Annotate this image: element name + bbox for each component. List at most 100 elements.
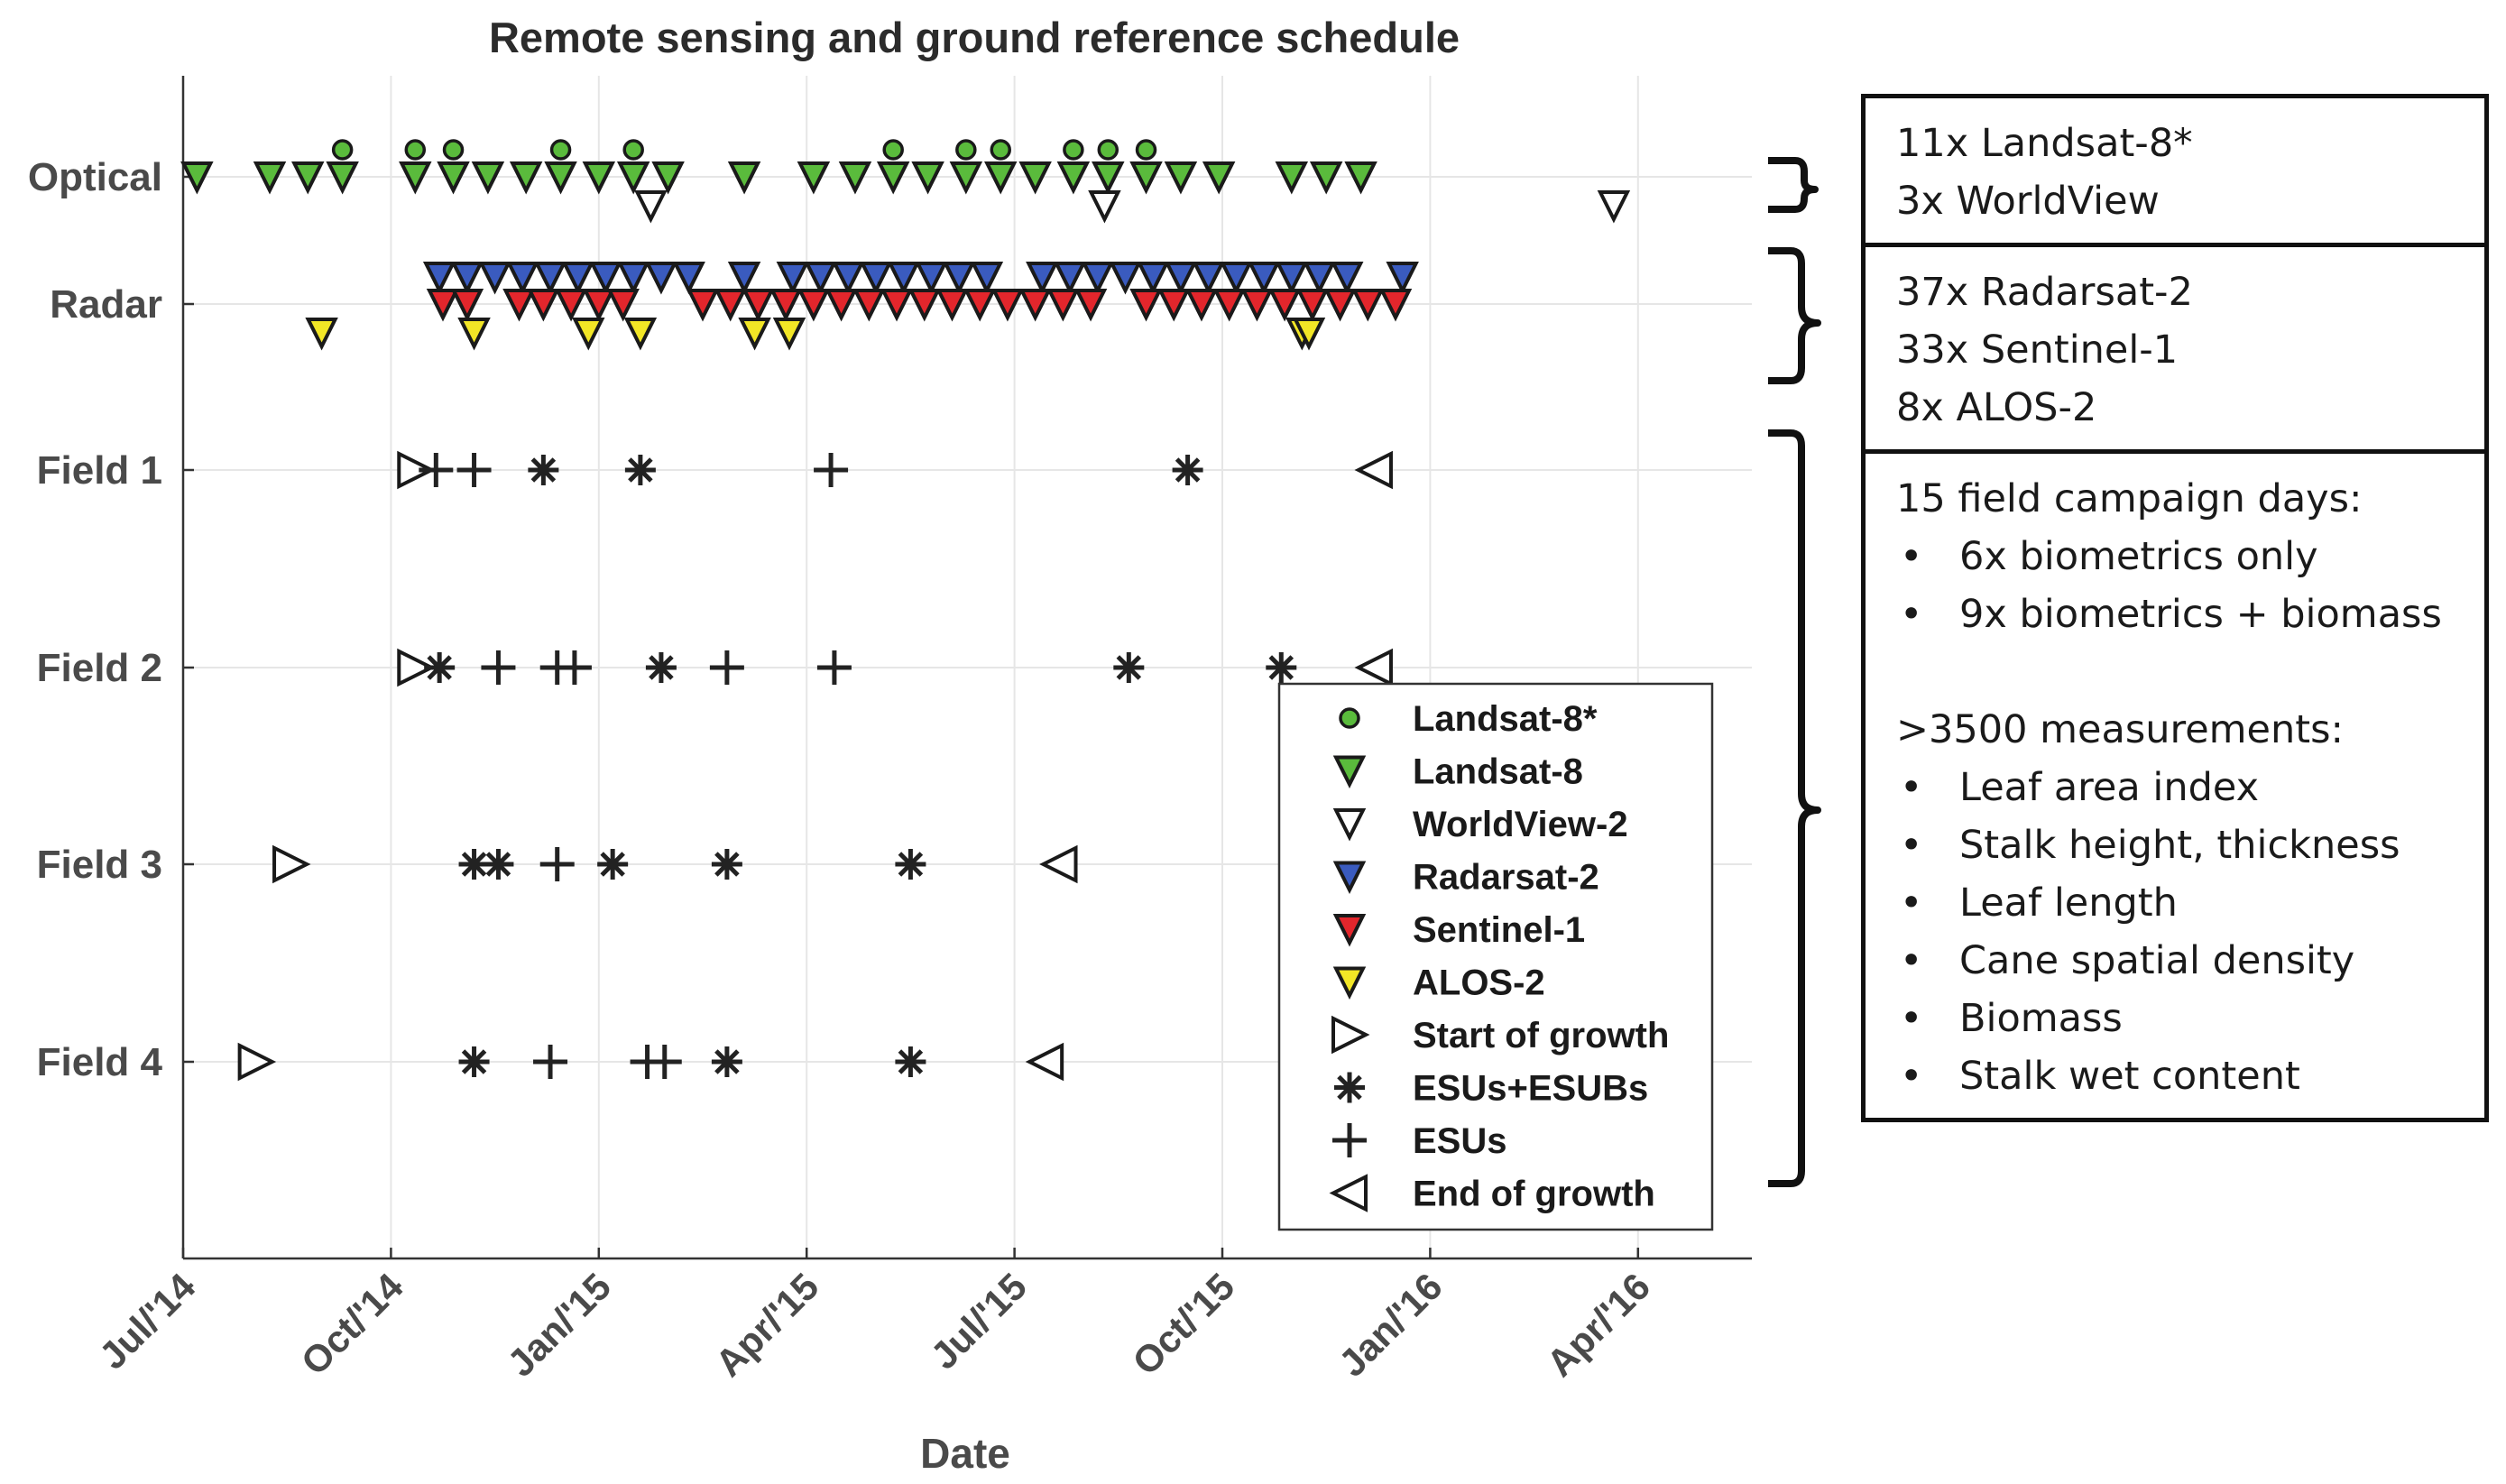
radarsat-2-marker xyxy=(1331,262,1364,295)
x-tick-labels: Jul/'14 Oct/'14 Jan/'15 Apr/'15 Jul/'15 Oct/'… xyxy=(91,1265,1658,1385)
measurement-item: Leaf area index xyxy=(1896,759,2454,816)
sentinel-1-marker xyxy=(742,289,775,322)
sentinel-1-marker xyxy=(1046,289,1080,322)
esus-esubs-marker xyxy=(458,1046,490,1077)
landsat-8-marker xyxy=(1135,139,1157,161)
radarsat-2-marker xyxy=(672,262,705,295)
landsat-8-marker xyxy=(1309,161,1343,195)
landsat-8-marker xyxy=(253,161,287,195)
start-of-growth-marker xyxy=(272,844,311,884)
sentinel-1-marker xyxy=(502,289,536,322)
optical-brace xyxy=(1768,157,1819,213)
radar-summary-box: 37x Radarsat-2 33x Sentinel-1 8x ALOS-2 xyxy=(1866,243,2484,449)
end-of-growth-marker xyxy=(1039,844,1078,884)
x-tick-label: Apr/'16 xyxy=(1538,1265,1658,1385)
esus-esubs-marker xyxy=(1113,652,1145,683)
radarsat-2-marker xyxy=(970,262,1004,295)
landsat-8-marker xyxy=(990,139,1011,161)
optical-summary-line: 3x WorldView xyxy=(1896,179,2160,224)
y-tick-label: Field 2 xyxy=(37,646,162,690)
y-tick-label: Optical xyxy=(28,155,162,199)
legend-label: WorldView-2 xyxy=(1413,805,1628,844)
legend-label: Landsat-8 xyxy=(1413,752,1583,792)
end-of-growth-marker xyxy=(1025,1042,1064,1082)
radarsat-2-marker xyxy=(942,262,976,295)
legend: Landsat-8* Landsat-8 WorldView-2 Radarsat-2… xyxy=(1277,682,1714,1231)
landsat-8-marker xyxy=(651,161,685,195)
landsat-8-marker xyxy=(984,161,1018,195)
radarsat-2-marker xyxy=(1275,262,1309,295)
landsat-8-marker xyxy=(955,139,977,161)
landsat-8-marker xyxy=(326,161,359,195)
radarsat-2-marker xyxy=(1386,262,1419,295)
sentinel-1-marker xyxy=(606,289,640,322)
landsat-8-marker xyxy=(727,161,761,195)
radarsat-2-marker xyxy=(727,262,761,295)
radarsat-2-marker xyxy=(616,262,650,295)
esus-marker xyxy=(557,650,592,685)
legend-marker-sentinel-1 xyxy=(1332,914,1367,947)
legend-label: Sentinel-1 xyxy=(1413,910,1585,950)
radarsat-2-marker xyxy=(915,262,948,295)
y-tick-labels: Optical Radar Field 1 Field 2 Field 3 Field 4 xyxy=(28,155,163,1084)
x-tick-label: Oct/'15 xyxy=(1124,1265,1242,1383)
axes xyxy=(181,76,1752,1260)
radarsat-2-marker xyxy=(1220,262,1253,295)
y-tick-label: Field 4 xyxy=(37,1040,163,1084)
chart-title: Remote sensing and ground reference sche… xyxy=(489,14,1460,61)
landsat-8-marker xyxy=(838,161,872,195)
measurements-heading: >3500 measurements: xyxy=(1896,707,2345,752)
landsat-8-marker xyxy=(1092,161,1125,195)
radarsat-2-marker xyxy=(832,262,865,295)
sentinel-1-marker xyxy=(582,289,616,322)
x-tick-label: Jan/'16 xyxy=(1331,1265,1451,1385)
radarsat-2-marker xyxy=(533,262,567,295)
radarsat-2-marker xyxy=(1053,262,1087,295)
y-tick-label: Radar xyxy=(50,282,162,327)
radarsat-2-marker xyxy=(1026,262,1059,295)
x-axis-label: Date xyxy=(920,1430,1010,1477)
landsat-8-marker xyxy=(549,139,572,161)
landsat-8-marker xyxy=(616,161,650,195)
landsat-8-marker xyxy=(797,161,831,195)
series-start-of-growth xyxy=(237,450,436,1082)
sentinel-1-marker xyxy=(935,289,969,322)
legend-marker-landsat-8 xyxy=(1332,755,1367,788)
landsat-8-marker xyxy=(442,139,465,161)
alos-2-marker xyxy=(572,318,605,351)
sentinel-1-marker xyxy=(963,289,997,322)
esus-esubs-marker xyxy=(483,849,514,880)
landsat-8-marker xyxy=(471,161,505,195)
sentinel-1-marker xyxy=(1157,289,1191,322)
landsat-8-marker xyxy=(1063,139,1084,161)
sentinel-1-marker xyxy=(797,289,831,322)
esus-marker xyxy=(814,453,849,487)
esus-esubs-marker xyxy=(711,849,742,880)
landsat-8-marker xyxy=(622,139,644,161)
legend-label: Start of growth xyxy=(1413,1016,1669,1055)
landsat-8-marker xyxy=(180,161,214,195)
legend-label: End of growth xyxy=(1413,1175,1655,1214)
summary-panel: 11x Landsat-8* 3x WorldView 37x Radarsat… xyxy=(1861,94,2489,1122)
series-sentinel-1 xyxy=(426,289,1413,322)
radarsat-2-marker xyxy=(804,262,837,295)
campaign-list: 6x biometrics only 9x biometrics + bioma… xyxy=(1896,528,2454,643)
sentinel-1-marker xyxy=(1240,289,1274,322)
landsat-8-marker xyxy=(1164,161,1198,195)
sentinel-1-marker xyxy=(769,289,803,322)
esus-esubs-marker xyxy=(711,1046,742,1077)
legend-label: Radarsat-2 xyxy=(1413,858,1599,898)
series-alos-2 xyxy=(305,318,1326,351)
esus-esubs-marker xyxy=(1172,455,1203,485)
esus-esubs-marker xyxy=(424,652,456,683)
landsat-8-marker xyxy=(1202,161,1236,195)
landsat-8-marker xyxy=(949,161,983,195)
start-of-growth-marker xyxy=(397,648,436,687)
x-tick-label: Jan/'15 xyxy=(499,1265,619,1385)
landsat-8-marker xyxy=(1097,139,1119,161)
series-radarsat-2 xyxy=(422,262,1419,295)
sentinel-1-marker xyxy=(1323,289,1357,322)
esus-esubs-marker xyxy=(597,849,629,880)
legend-marker-landsat-8 xyxy=(1339,707,1360,729)
